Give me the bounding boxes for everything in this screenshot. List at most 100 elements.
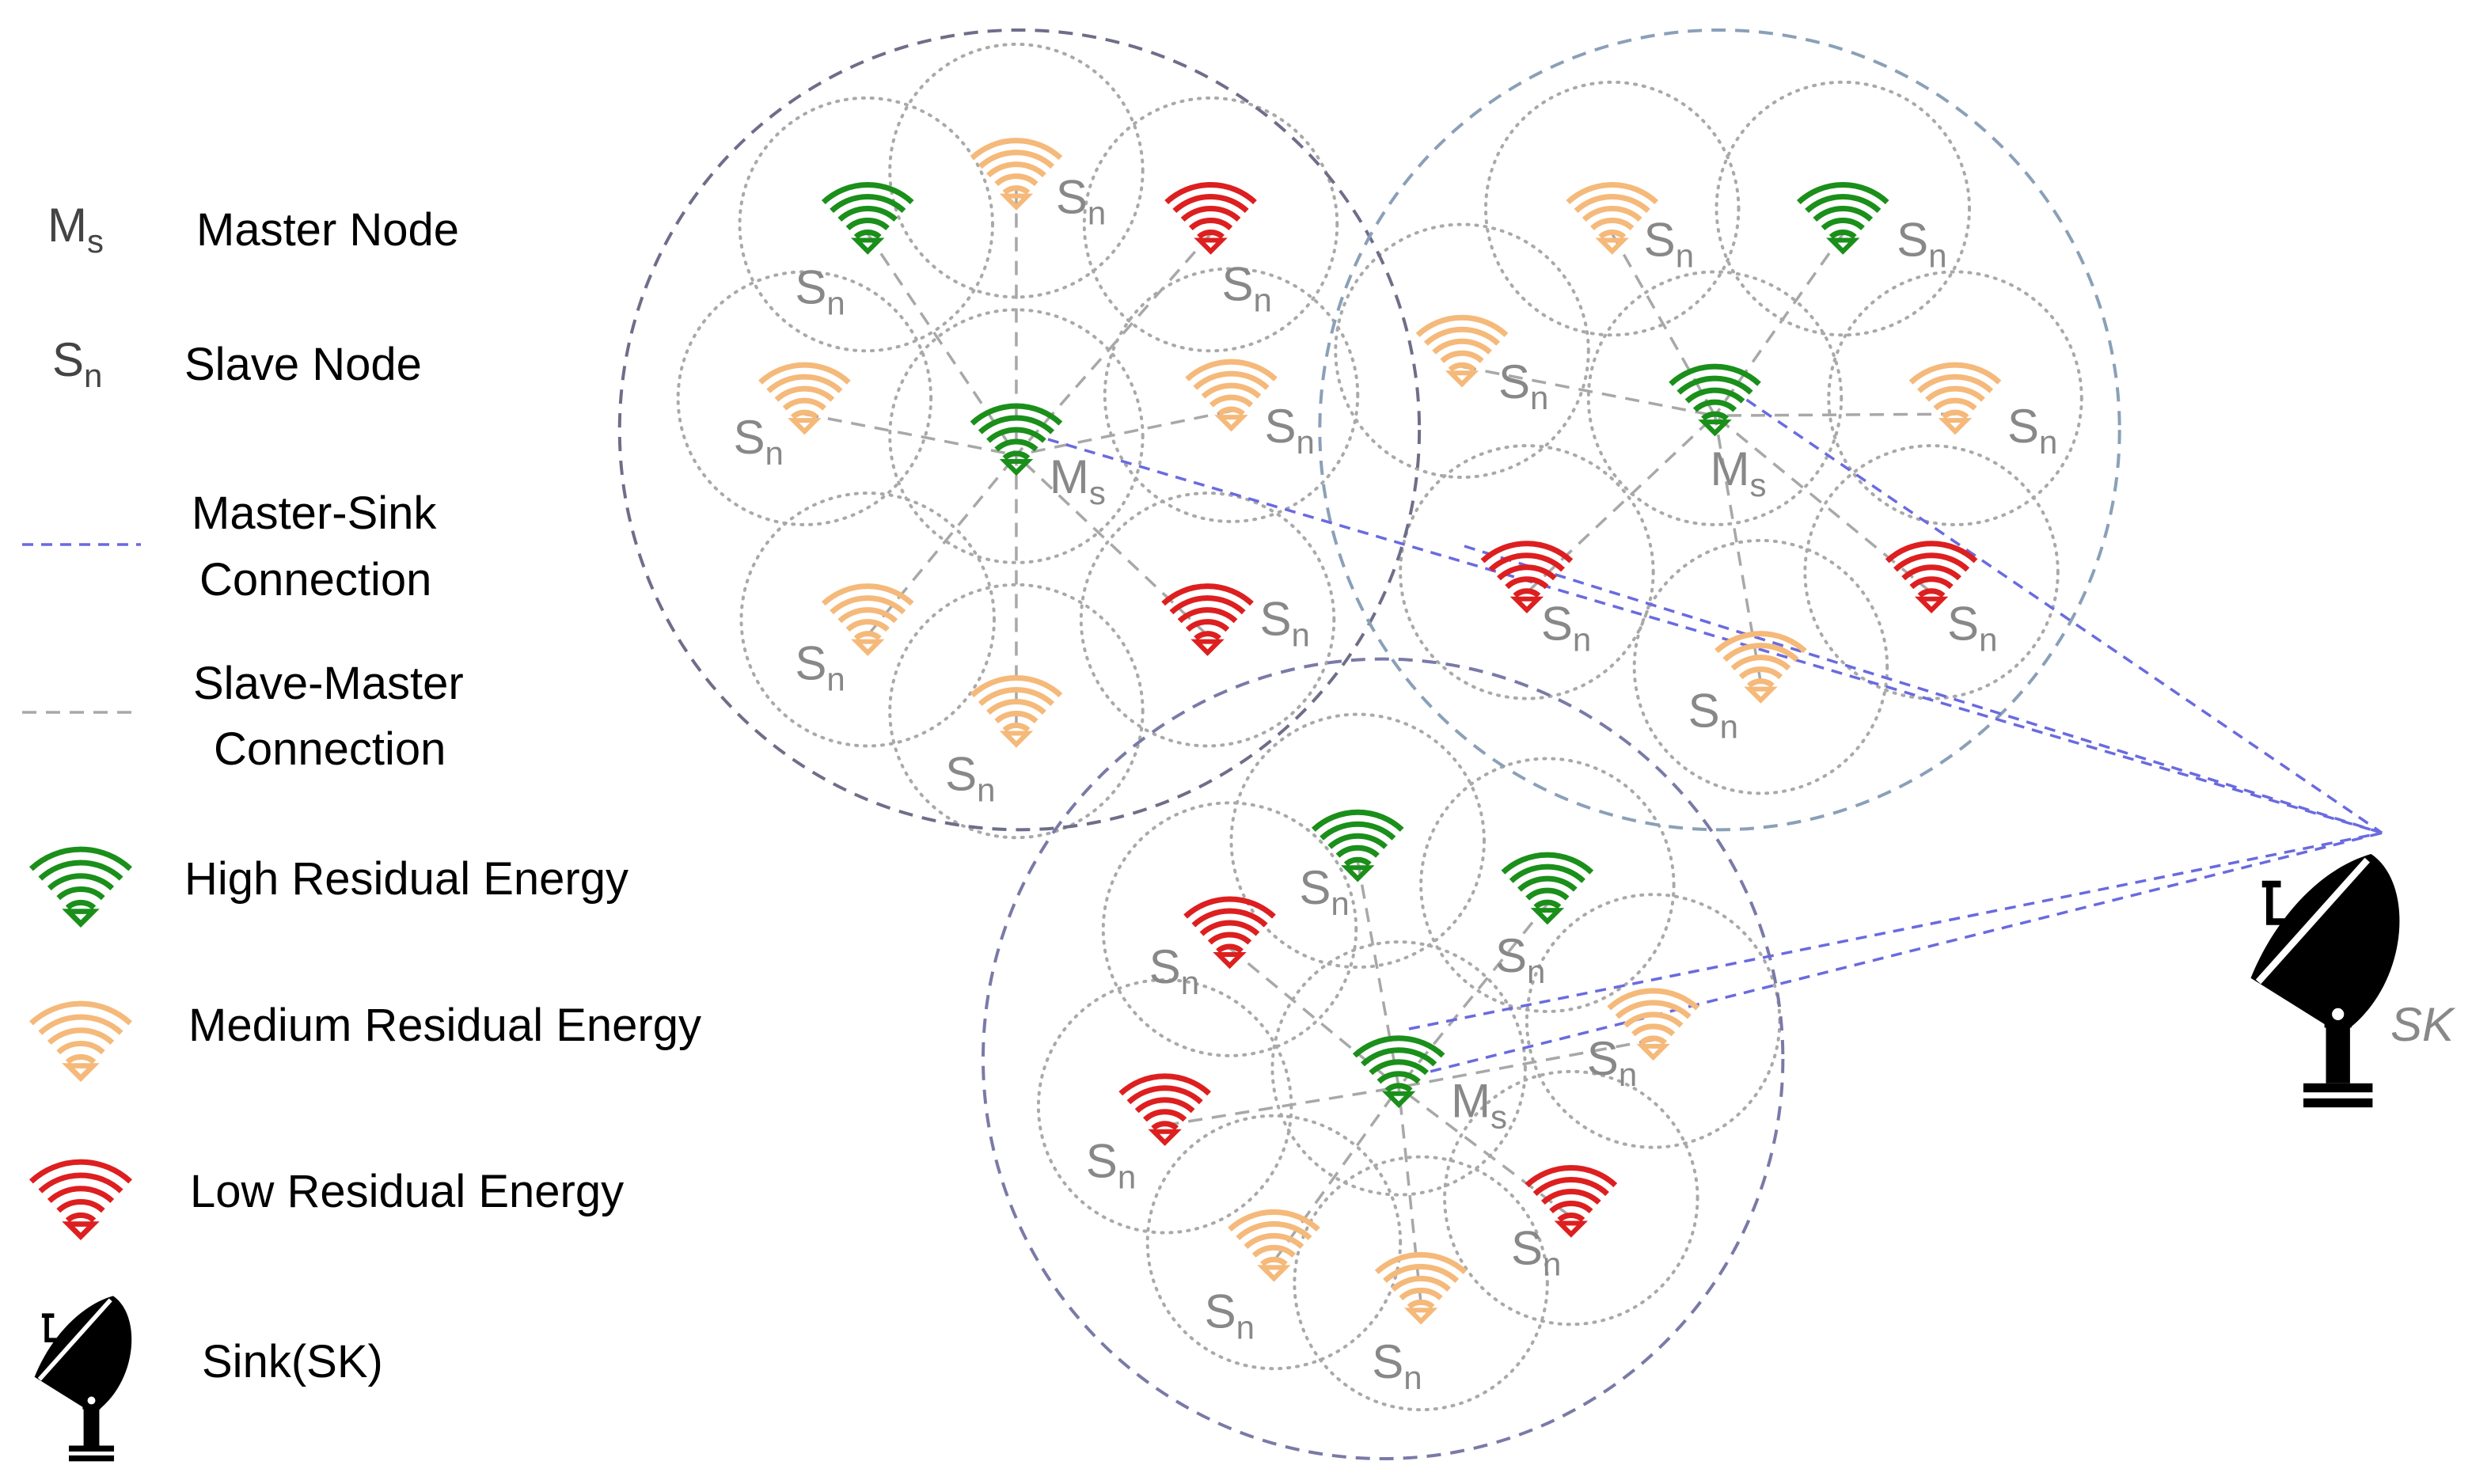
wifi-arc: [1738, 666, 1783, 680]
legend-master-symbol: Ms: [47, 199, 104, 260]
wifi-arc: [28, 1159, 133, 1184]
master-node-label: Ms: [1050, 450, 1106, 511]
wifi-arc: [1423, 326, 1501, 346]
coverage-range-circle: [676, 270, 933, 526]
dish-bolt: [87, 1396, 96, 1405]
wifi-dot: [1190, 639, 1225, 656]
slave-node-wifi-icon: [1607, 988, 1699, 1061]
wifi-arc: [1701, 411, 1729, 421]
legend-slave-label: Slave Node: [184, 339, 422, 390]
wifi-arc: [1639, 1035, 1668, 1046]
wifi-dot: [1445, 370, 1479, 388]
wifi-arc: [1480, 541, 1574, 564]
wifi-arc: [1505, 576, 1549, 590]
master-sink-link: [1408, 831, 2383, 1030]
wifi-arc: [830, 194, 906, 214]
cluster-bottom-boundary: [982, 657, 1785, 1461]
master-node-label: Ms: [1711, 442, 1767, 503]
slave-node-label: Sn: [1259, 593, 1309, 654]
coverage-range-circle: [1103, 267, 1360, 523]
slave-node-wifi-icon: [1480, 541, 1574, 614]
legend-slave-symbol: Sn: [52, 333, 102, 394]
slave-master-link: [1461, 365, 1715, 417]
wifi-arc: [774, 385, 835, 402]
wifi-arc: [1320, 821, 1396, 841]
dish-base-top: [2303, 1083, 2373, 1093]
slave-master-link: [866, 233, 1018, 457]
wifi-arc: [1925, 385, 1985, 402]
wifi-arc: [1549, 1201, 1593, 1214]
wifi-arc: [1909, 576, 1954, 590]
slave-node-wifi-icon: [1714, 631, 1807, 704]
master-node-wifi-icon: [1352, 1035, 1445, 1109]
dish-post: [83, 1409, 100, 1446]
wifi-arc: [56, 1199, 105, 1213]
wifi-arc: [1448, 362, 1476, 372]
wifi-arc: [1335, 844, 1380, 858]
slave-node-wifi-icon: [970, 675, 1063, 748]
dish-feed-arm: [2265, 884, 2304, 925]
wifi-arc: [56, 1041, 105, 1055]
wifi-dot: [1257, 1265, 1291, 1282]
wifi-arc: [1623, 1011, 1684, 1028]
sink-satellite-dish-icon: [2250, 854, 2400, 1108]
cluster-top-left-boundary: [617, 28, 1422, 832]
slave-node-wifi-icon: [821, 182, 914, 255]
slave-master-link: [1164, 1086, 1399, 1127]
wifi-dot: [1509, 596, 1544, 614]
wifi-icon-high: [28, 846, 133, 928]
slave-node-label: Sn: [1511, 1221, 1561, 1282]
slave-node-wifi-icon: [1415, 314, 1509, 388]
wifi-arc: [1598, 230, 1627, 240]
wifi-arc: [56, 886, 105, 901]
wifi-arc: [1885, 541, 1978, 564]
wifi-arc: [1209, 394, 1254, 408]
coverage-range-circle: [1586, 270, 1844, 526]
wifi-arc: [1164, 182, 1257, 205]
slave-node-label: Sn: [1498, 355, 1548, 416]
slave-node-label: Sn: [1587, 1032, 1637, 1093]
wifi-arc: [1217, 406, 1245, 416]
coverage-range-circle: [1803, 444, 2060, 700]
coverage-range-circle: [1714, 80, 1972, 337]
wifi-arc: [1177, 607, 1238, 624]
coverage-range-circle: [1229, 712, 1486, 970]
wifi-arc: [978, 150, 1055, 169]
coverage-range-circle: [1079, 492, 1336, 748]
slave-node-label: Sn: [795, 637, 845, 698]
wifi-arc: [47, 1027, 115, 1046]
legend-satellite-dish-icon: [34, 1296, 132, 1462]
wifi-arc: [1684, 387, 1745, 404]
wifi-arc: [1821, 218, 1865, 231]
coverage-range-circle: [1525, 893, 1782, 1149]
wifi-dot: [850, 639, 885, 656]
wifi-arc: [1118, 1073, 1211, 1096]
cluster-top-right-boundary: [1318, 28, 2121, 832]
slave-master-link: [1714, 412, 1956, 417]
wifi-arc: [1391, 1275, 1451, 1292]
wifi-arc: [1376, 1071, 1421, 1084]
wifi-arc: [1805, 194, 1882, 214]
legend-master-sink-label-1: Master-Sink: [192, 488, 437, 539]
wifi-arc: [853, 631, 882, 641]
wifi-arc: [28, 846, 133, 871]
slave-master-link: [1611, 233, 1717, 416]
wifi-arc: [1169, 595, 1246, 615]
wifi-arc: [1207, 932, 1252, 945]
range-circles: [676, 42, 2083, 1412]
master-node-label: Ms: [1451, 1075, 1507, 1136]
wifi-arc: [1540, 1189, 1601, 1205]
wifi-arc: [1143, 1109, 1187, 1122]
wifi-arc: [1197, 230, 1225, 240]
wifi-dot: [62, 1063, 100, 1082]
wifi-dot: [1636, 1043, 1670, 1061]
wifi-arc: [1501, 852, 1594, 875]
coverage-range-circle: [1101, 801, 1358, 1057]
wifi-arc: [986, 161, 1046, 178]
legend-high-energy-icon: [28, 846, 133, 928]
slave-node-label: Sn: [1149, 940, 1199, 1001]
slave-node-wifi-icon: [1161, 583, 1254, 656]
wifi-arc: [1151, 1121, 1179, 1131]
wifi-arc: [1440, 350, 1484, 363]
wifi-arc: [1607, 988, 1699, 1011]
